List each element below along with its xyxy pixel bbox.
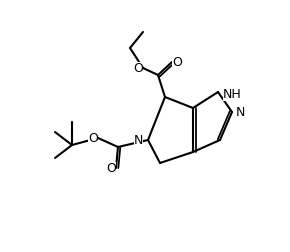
Text: O: O: [172, 55, 182, 69]
Text: O: O: [88, 132, 98, 144]
Text: N: N: [236, 106, 245, 118]
Text: NH: NH: [223, 87, 242, 101]
Text: N: N: [134, 134, 143, 146]
Text: O: O: [106, 162, 116, 174]
Text: O: O: [133, 61, 143, 75]
